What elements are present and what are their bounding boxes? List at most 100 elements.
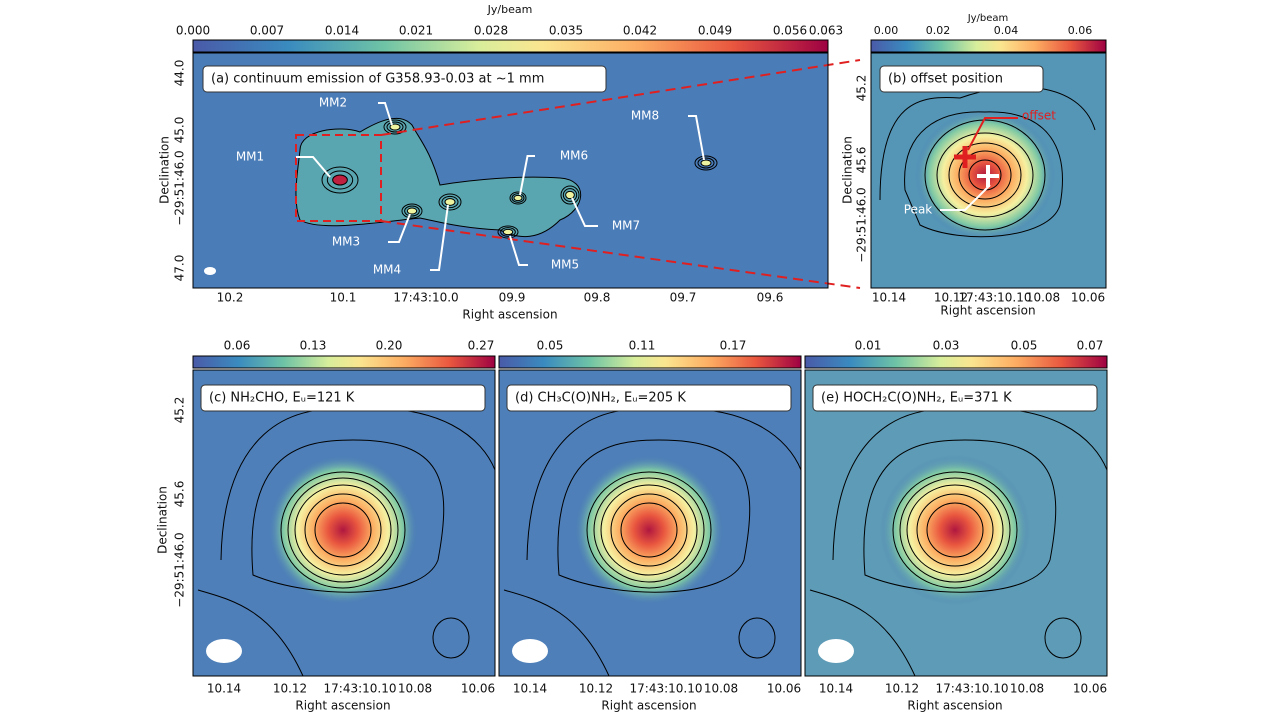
contour: [406, 207, 418, 215]
colorbar-tick: 0.06: [224, 339, 251, 353]
colorbar: [192, 355, 496, 369]
x-tick-label: 17:43:10.0: [393, 291, 458, 305]
leader-line: [430, 204, 449, 271]
panel-label: (e) HOCH₂C(O)NH₂, Eᵤ=371 K: [821, 391, 1012, 406]
contour: [600, 484, 698, 576]
beam: [512, 639, 548, 663]
colorbar-tick: 0.07: [1077, 339, 1104, 353]
colorbar-tick: 0.17: [720, 339, 747, 353]
contour: [441, 195, 459, 209]
contour: [280, 471, 406, 589]
leader-line: [378, 102, 393, 126]
colorbar-tick: 0.27: [468, 339, 495, 353]
contour: [906, 484, 1004, 576]
y-tick-label: −29:51:46.0: [173, 532, 187, 607]
colorbar-tick: 0.014: [325, 24, 359, 38]
x-tick-label: 17:43:10.10: [630, 682, 703, 696]
zoom-line: [380, 220, 861, 289]
colorbar-tick: 0.000: [176, 24, 210, 38]
plot-frame: [870, 52, 1107, 289]
contour: [560, 185, 580, 205]
colorbar-tick: 0.049: [698, 24, 732, 38]
contour: [1044, 617, 1082, 659]
colorbar-label: Jy/beam: [487, 3, 533, 16]
contour: [326, 170, 354, 190]
contour: [251, 439, 445, 593]
contour: [386, 121, 404, 133]
contour: [294, 484, 392, 576]
contour: [557, 439, 751, 593]
contour: [738, 617, 776, 659]
colorbar-tick: 0.06: [1068, 24, 1093, 37]
contour: [904, 111, 1063, 238]
source-label: MM5: [551, 258, 579, 272]
colorbar: [192, 39, 829, 53]
x-tick-label: 10.12: [579, 682, 613, 696]
x-axis-label: Right ascension: [295, 699, 390, 713]
label-box: [812, 384, 1098, 412]
contour: [879, 86, 1096, 201]
colorbar-tick: 0.021: [399, 24, 433, 38]
plot-frame: [192, 52, 829, 289]
x-tick-label: 10.08: [704, 682, 738, 696]
contour: [610, 493, 688, 567]
colorbar: [804, 355, 1108, 369]
colorbar-tick: 0.03: [933, 339, 960, 353]
contour: [863, 439, 1057, 593]
contour: [694, 155, 718, 171]
annotation: Peak: [904, 203, 933, 217]
panel-label: (a) continuum emission of G358.93-0.03 a…: [211, 72, 544, 87]
label-box: [879, 65, 1044, 93]
y-tick-label: Declination: [158, 136, 172, 204]
y-tick-label: 45.0: [173, 117, 187, 144]
contour: [936, 132, 1034, 218]
x-tick-label: 09.9: [499, 291, 526, 305]
contour: [586, 471, 712, 589]
panel-label: (d) CH₃C(O)NH₂, Eᵤ=205 K: [515, 391, 686, 406]
y-tick-label: −29:51:46.0: [173, 150, 187, 225]
y-tick-label: 45.2: [855, 75, 869, 102]
label-box: [506, 384, 792, 412]
contour: [899, 477, 1011, 583]
plot-frame: [192, 369, 496, 677]
colorbar-tick: 0.01: [855, 339, 882, 353]
y-tick-label: 45.6: [855, 147, 869, 174]
source-label: MM4: [373, 263, 401, 277]
x-tick-label: 09.7: [670, 291, 697, 305]
x-tick-label: 10.14: [819, 682, 853, 696]
x-tick-label: 10.12: [885, 682, 919, 696]
x-tick-label: 10.12: [273, 682, 307, 696]
contour: [565, 190, 575, 200]
contour: [916, 493, 994, 567]
x-tick-label: 10.14: [872, 291, 906, 305]
colorbar-tick: 0.20: [376, 339, 403, 353]
colorbar-tick: 0.00: [874, 24, 899, 37]
plot-frame: [804, 369, 1108, 677]
contour: [948, 142, 1022, 208]
y-tick-label: Declination: [841, 136, 855, 204]
colorbar-tick: 0.11: [629, 339, 656, 353]
y-tick-label: 45.2: [173, 397, 187, 424]
label-box: [202, 65, 607, 93]
cross: [954, 146, 976, 168]
contour: [511, 193, 525, 203]
leader-line: [940, 184, 991, 211]
leader-line: [571, 197, 598, 227]
contour: [438, 193, 462, 211]
x-tick-label: 17:43:10.10: [959, 291, 1032, 305]
contour: [502, 228, 514, 236]
x-axis-label: Right ascension: [601, 699, 696, 713]
colorbar-tick: 0.007: [250, 24, 284, 38]
contour: [321, 166, 359, 194]
x-tick-label: 10.08: [1010, 682, 1044, 696]
x-tick-label: 10.06: [1073, 682, 1107, 696]
colorbar-tick: 0.05: [537, 339, 564, 353]
y-tick-label: −29:51:46.0: [855, 187, 869, 262]
beam: [206, 639, 242, 663]
contour: [509, 191, 527, 205]
zoom-box: [295, 134, 382, 222]
colorbar-tick: 0.13: [300, 339, 327, 353]
x-tick-label: 10.1: [330, 291, 357, 305]
contour: [697, 157, 715, 169]
contour: [314, 502, 372, 558]
